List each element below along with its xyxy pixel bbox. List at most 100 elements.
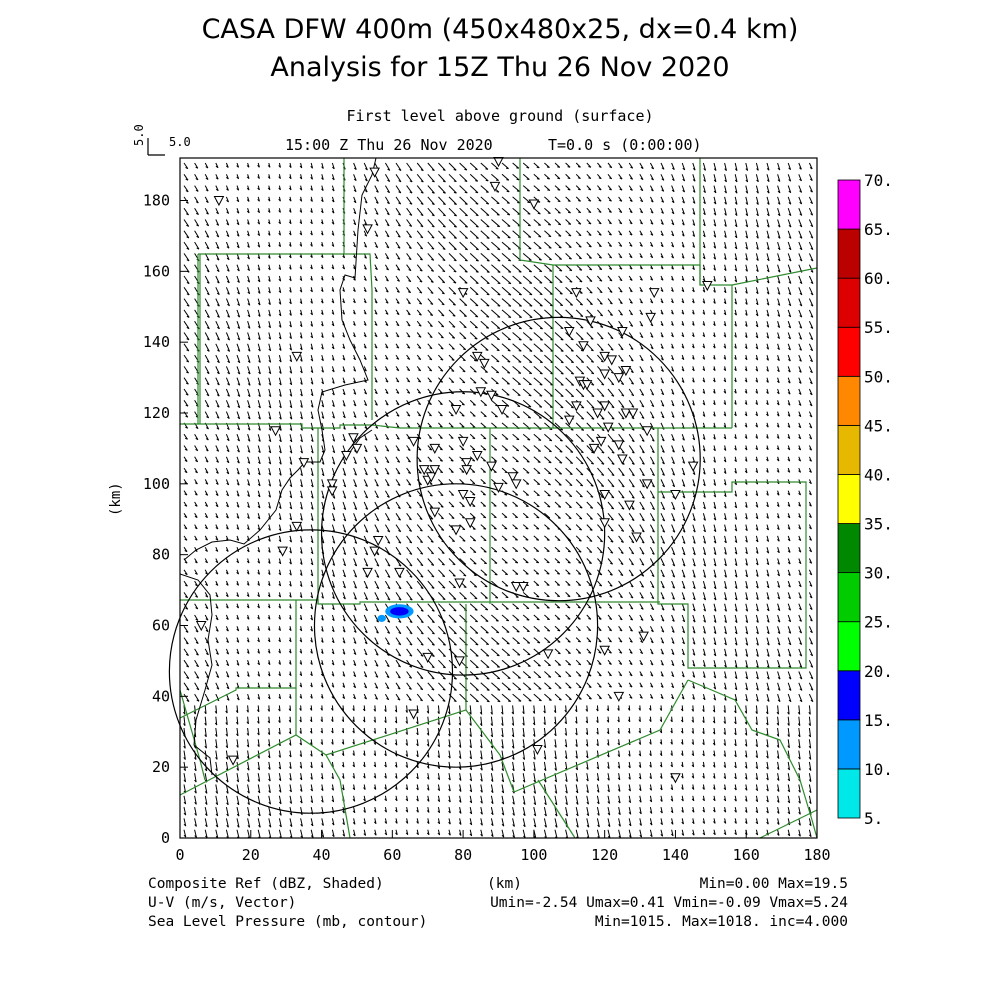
station-marker [641,479,653,490]
colorbar-label: 15. [864,711,893,730]
station-marker [471,451,483,462]
x-tick-label: 180 [803,846,830,864]
station-marker [450,404,462,416]
station-marker [369,167,380,178]
station-marker [599,351,610,362]
station-marker [571,401,582,412]
station-marker [510,582,522,593]
station-marker [425,472,437,483]
station-marker [457,288,469,299]
station-marker [613,440,625,451]
colorbar-swatch [837,670,861,721]
station-marker [648,288,660,299]
colorbar-swatch [837,768,861,819]
x-tick-label: 80 [454,846,472,864]
y-tick-label: 0 [161,829,170,847]
x-tick-label: 100 [520,846,547,864]
station-marker [486,390,497,401]
station-marker [507,472,518,483]
station-marker [638,631,649,642]
x-axis-ticks: 0 20 40 60 80 100 120 140 160 180 [175,830,831,864]
station-marker [617,327,628,338]
station-marker [599,369,610,380]
x-tick-label: 140 [662,846,689,864]
y-tick-label: 100 [143,475,170,493]
colorbar-swatch [837,621,861,672]
colorbar-swatch [837,523,861,574]
station-marker [464,518,476,529]
x-tick-label: 20 [242,846,260,864]
station-marker [606,355,618,366]
reflectivity-echo [390,607,409,616]
station-marker [510,479,522,490]
station-marker [486,461,497,472]
station-marker [542,649,554,660]
reflectivity-shading [377,604,414,622]
colorbar-swatch [837,375,861,426]
station-marker [701,281,713,292]
station-marker [429,443,441,454]
station-marker [617,454,628,465]
colorbar-label: 30. [864,564,893,583]
station-marker [585,316,596,327]
station-marker [454,656,465,667]
y-axis-label: (km) [108,482,124,516]
station-marker [418,465,430,476]
station-marker [599,489,610,501]
x-tick-label: 40 [313,846,331,864]
station-marker [592,408,603,419]
radar-ring [416,316,701,602]
radar-ring [168,529,454,814]
wind-vector-field [183,162,814,838]
county-boundaries [180,158,817,838]
station-marker [670,773,681,784]
station-marker [631,532,642,543]
station-marker [620,366,632,377]
y-tick-label: 20 [152,758,170,776]
colorbar-swatch [837,424,861,475]
y-tick-label: 140 [143,333,170,351]
station-marker [563,415,575,426]
colorbar-swatch [837,326,861,377]
station-marker [599,645,610,656]
station-marker [372,536,384,547]
radar-ring [313,483,599,768]
station-marker [613,691,625,702]
colorbar-label: 40. [864,465,893,484]
station-marker [461,465,472,476]
colorbar-swatch [837,719,861,770]
station-marker [291,351,303,362]
station-marker [578,341,589,352]
station-marker [670,489,681,501]
colorbar: 5. 10. 15. 20. 25. 30. 35. 40. 45. 50. 55. 60. 65. 70… [837,171,893,828]
colorbar-label: 5. [864,809,883,828]
colorbar-label: 10. [864,760,893,779]
station-marker [277,546,288,557]
station-marker [471,351,483,362]
station-marker [213,196,225,207]
station-marker [620,408,632,419]
y-tick-label: 60 [152,617,170,635]
station-marker [532,744,543,756]
x-tick-label: 0 [175,846,184,864]
footer-field-slp: Sea Level Pressure (mb, contour) [148,914,428,930]
level-subtitle: First level above ground (surface) [346,107,654,125]
station-marker [362,224,373,235]
station-marker [475,387,487,398]
station-marker [563,327,575,338]
station-marker [599,401,610,412]
y-axis-ticks: 0 20 40 60 80 100 120 140 160 180 [143,192,188,847]
y-tick-label: 80 [152,546,170,564]
station-marker [528,199,540,210]
y-tick-label: 40 [152,687,170,705]
station-marker [457,436,469,447]
station-marker [340,451,352,462]
colorbar-swatch [837,474,861,524]
station-marker [517,582,529,593]
radar-ring [320,391,606,676]
x-axis-label: (km) [487,876,522,892]
station-marker [408,709,419,720]
station-marker [493,482,504,493]
model-time: T=0.0 s (0:00:00) [548,136,702,154]
